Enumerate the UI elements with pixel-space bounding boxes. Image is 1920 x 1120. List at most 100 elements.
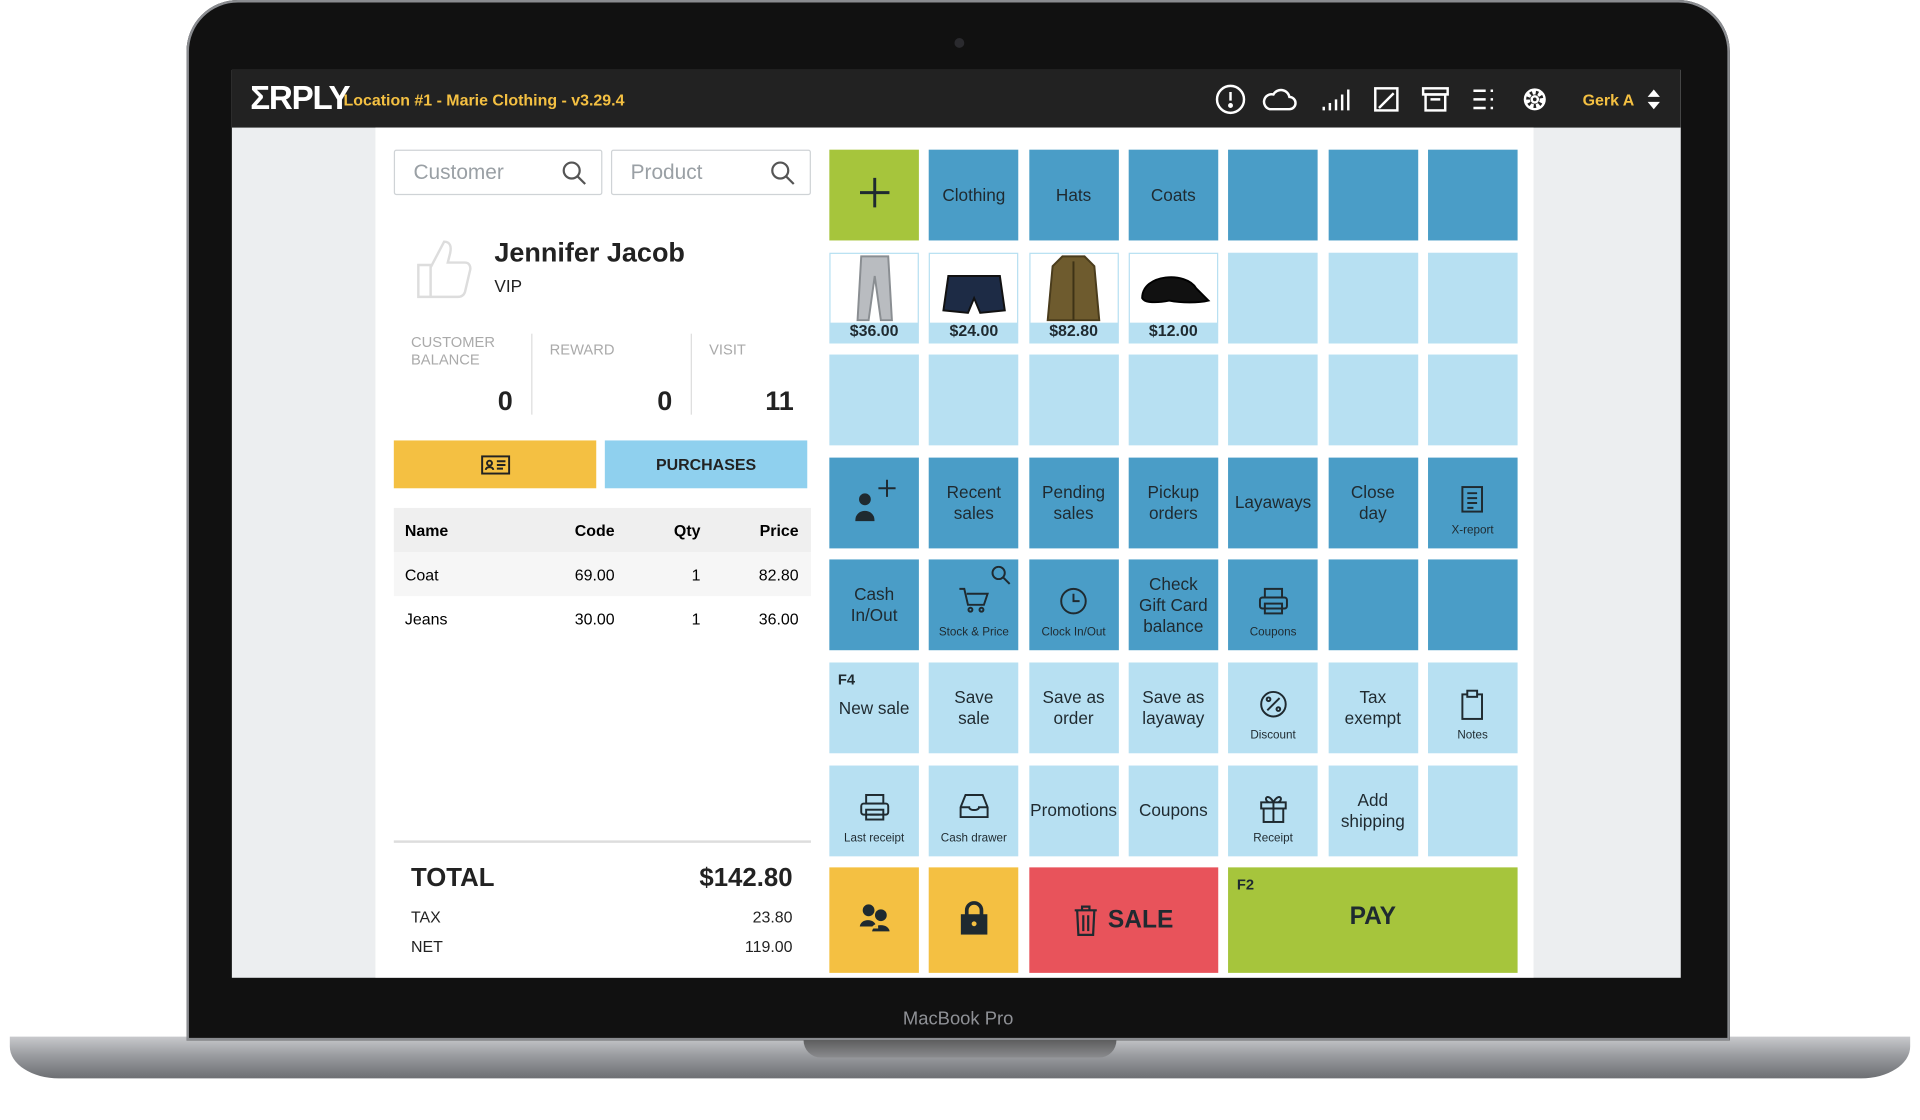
- pos-tile[interactable]: Coupons: [1128, 765, 1219, 856]
- stat-label: CUSTOMER BALANCE: [410, 333, 495, 369]
- list-icon[interactable]: [1473, 89, 1494, 110]
- alert-icon[interactable]: [1215, 84, 1246, 115]
- pos-tile[interactable]: [1328, 252, 1418, 344]
- pos-tile[interactable]: [1427, 354, 1518, 446]
- pos-tile[interactable]: Close day: [1328, 457, 1418, 549]
- tile-icon: [858, 792, 890, 826]
- pos-tile[interactable]: [1328, 559, 1418, 651]
- edit-icon[interactable]: [1374, 87, 1399, 112]
- table-cell: 1: [691, 609, 701, 629]
- pos-tile[interactable]: [829, 354, 919, 446]
- pos-tile[interactable]: Pickup orders: [1128, 457, 1219, 549]
- pos-tile[interactable]: [1328, 354, 1418, 446]
- tile-label: Coupons: [1249, 626, 1297, 640]
- placeholder: Product: [630, 160, 703, 185]
- pos-tile[interactable]: $12.00: [1128, 252, 1219, 344]
- product-search[interactable]: Product: [610, 149, 811, 196]
- pos-tile[interactable]: Recent sales: [929, 457, 1019, 549]
- total-label: TOTAL: [410, 863, 495, 892]
- tile-icon: [856, 902, 893, 939]
- pos-tile[interactable]: Hats: [1028, 149, 1119, 241]
- tile-icon: [958, 587, 990, 619]
- placeholder: Customer: [413, 160, 504, 185]
- user-name[interactable]: Gerk A: [1582, 90, 1635, 110]
- tile-label: Hats: [1055, 184, 1092, 205]
- pos-tile[interactable]: Layaways: [1228, 457, 1318, 549]
- pos-tile[interactable]: Last receipt: [829, 765, 919, 856]
- pos-tile[interactable]: [1228, 149, 1318, 241]
- pos-tile[interactable]: Cash drawer: [929, 765, 1019, 856]
- signal-icon[interactable]: [1322, 89, 1350, 111]
- table-row[interactable]: Jeans 30.00 1 36.00: [393, 596, 811, 641]
- pos-tile[interactable]: Save as order: [1028, 662, 1119, 754]
- cloud-icon[interactable]: [1262, 88, 1297, 111]
- pos-tile[interactable]: Coats: [1128, 149, 1219, 241]
- pos-tile[interactable]: Cash In/Out: [829, 559, 919, 651]
- tile-label: Stock & Price: [938, 626, 1009, 640]
- column-header: Price: [759, 521, 799, 540]
- pos-tile[interactable]: [829, 457, 919, 549]
- pos-tile[interactable]: [929, 354, 1019, 446]
- tile-label: Tax exempt: [1344, 687, 1401, 728]
- pos-tile[interactable]: Stock & Price: [929, 559, 1019, 651]
- pos-tile[interactable]: Coupons: [1228, 559, 1318, 651]
- pos-tile[interactable]: Discount: [1228, 662, 1318, 754]
- shortcut-key: F4: [837, 671, 856, 689]
- tile-icon: [1059, 587, 1088, 621]
- table-cell: 1: [691, 565, 701, 584]
- pos-tile[interactable]: X-report: [1427, 457, 1518, 549]
- pos-tile[interactable]: [1427, 765, 1518, 856]
- tile-label: Layaways: [1234, 492, 1312, 512]
- pos-tile[interactable]: SALE: [1028, 867, 1219, 974]
- pos-tile[interactable]: [1328, 149, 1418, 241]
- pos-tile[interactable]: Check Gift Card balance: [1128, 559, 1219, 651]
- product-image: [1129, 253, 1217, 323]
- pos-tile[interactable]: [1128, 354, 1219, 446]
- pos-tile[interactable]: [929, 867, 1019, 974]
- pos-tile[interactable]: Promotions: [1028, 765, 1119, 856]
- tile-icon: [857, 175, 891, 214]
- pos-tile[interactable]: [1228, 354, 1318, 446]
- pos-tile[interactable]: Clock In/Out: [1028, 559, 1119, 651]
- pos-tile[interactable]: [1427, 149, 1518, 241]
- pos-tile[interactable]: $36.00: [829, 252, 919, 344]
- pos-tile[interactable]: [1427, 252, 1518, 344]
- table-header: Name Code Qty Price: [393, 507, 811, 553]
- pos-tile[interactable]: Notes: [1427, 662, 1518, 754]
- tile-icon: [1459, 484, 1486, 518]
- pos-tile[interactable]: [829, 149, 919, 241]
- pos-tile[interactable]: Clothing: [929, 149, 1019, 241]
- pos-tile[interactable]: Save as layaway: [1128, 662, 1219, 754]
- pos-tile[interactable]: [1427, 559, 1518, 651]
- tile-label: Receipt: [1253, 831, 1293, 845]
- divider: [393, 840, 811, 843]
- total-value: $142.80: [699, 863, 793, 892]
- purchases-button[interactable]: PURCHASES: [604, 440, 808, 489]
- pos-tile[interactable]: Pending sales: [1028, 457, 1119, 549]
- column-header: Code: [574, 521, 615, 540]
- pos-tile[interactable]: [829, 867, 919, 974]
- tile-label: Save sale: [954, 687, 994, 728]
- button-grid: Clothing Hats Coats $36.00 $24.00 $82.80 $12.0…: [829, 149, 1528, 978]
- customer-card-button[interactable]: [393, 440, 597, 489]
- tile-label: Save as order: [1042, 687, 1105, 728]
- pos-tile[interactable]: Add shipping: [1328, 765, 1418, 856]
- pos-tile[interactable]: F2 PAY: [1228, 867, 1518, 974]
- pos-tile[interactable]: [1028, 354, 1119, 446]
- settings-icon[interactable]: [1524, 89, 1545, 110]
- product-price: $36.00: [849, 320, 899, 340]
- customer-tier: VIP: [494, 276, 523, 296]
- tile-label: Save as layaway: [1142, 687, 1205, 728]
- pos-tile[interactable]: $82.80: [1028, 252, 1119, 344]
- user-menu-arrows[interactable]: [1646, 88, 1661, 110]
- customer-search[interactable]: Customer: [393, 149, 603, 196]
- pos-tile[interactable]: Tax exempt: [1328, 662, 1418, 754]
- pos-tile[interactable]: [1228, 252, 1318, 344]
- table-cell: Jeans: [404, 609, 448, 629]
- pos-tile[interactable]: Receipt: [1228, 765, 1318, 856]
- table-row[interactable]: Coat 69.00 1 82.80: [393, 552, 811, 597]
- pos-tile[interactable]: Save sale: [929, 662, 1019, 754]
- device-label: MacBook Pro: [902, 1008, 1014, 1030]
- pos-tile[interactable]: $24.00: [929, 252, 1019, 344]
- pos-tile[interactable]: F4 New sale: [829, 662, 919, 754]
